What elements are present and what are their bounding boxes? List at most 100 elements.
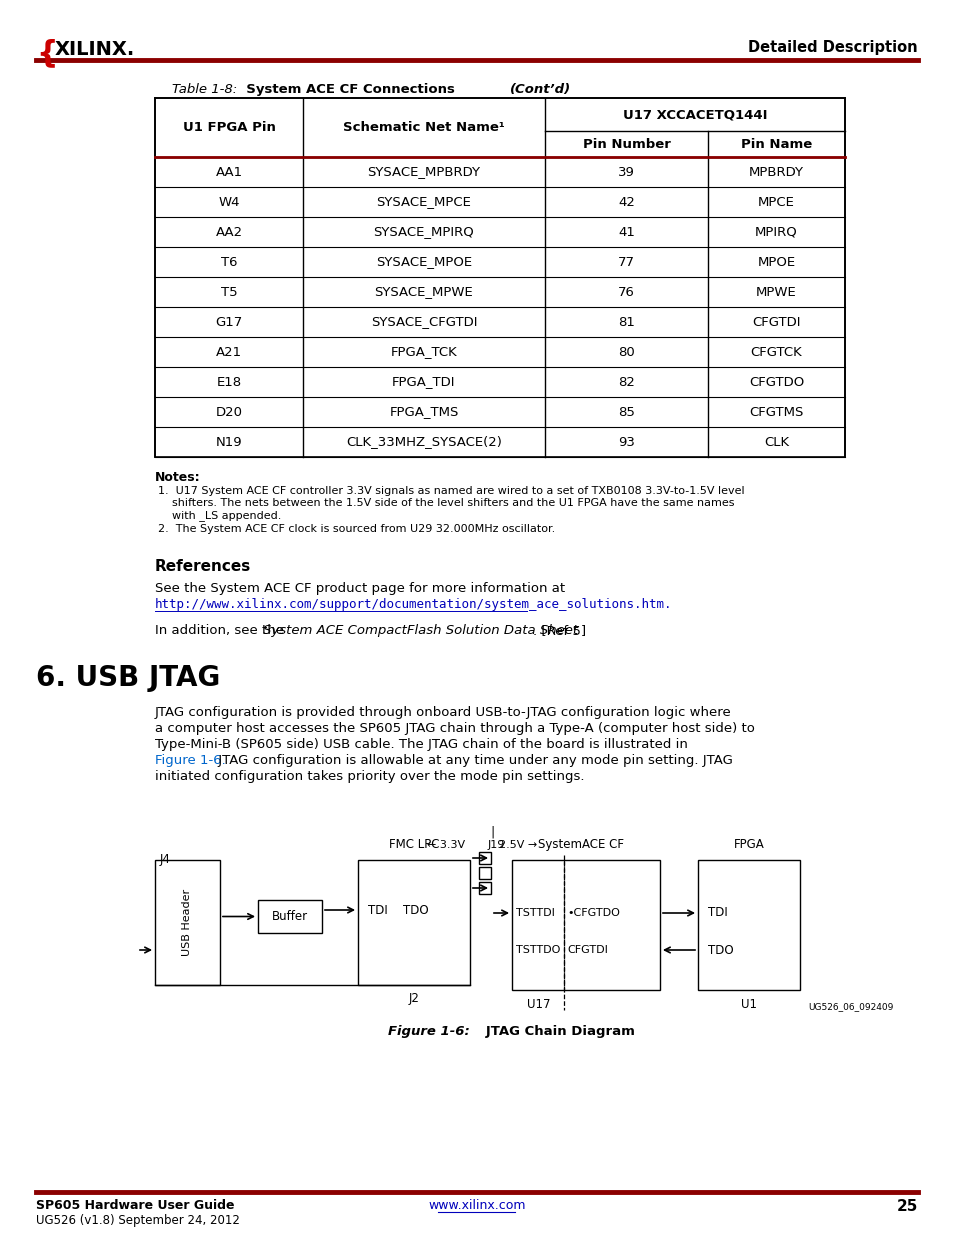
- Text: http://www.xilinx.com/support/documentation/system_ace_solutions.htm.: http://www.xilinx.com/support/documentat…: [154, 598, 672, 611]
- Bar: [478, 882, 491, 894]
- Text: Pin Name: Pin Name: [740, 137, 811, 151]
- Text: 76: 76: [618, 285, 635, 299]
- Text: TSTTDI: TSTTDI: [516, 908, 555, 918]
- Text: FPGA_TCK: FPGA_TCK: [390, 346, 456, 358]
- Text: 41: 41: [618, 226, 635, 238]
- Text: E18: E18: [216, 375, 241, 389]
- Text: U1 FPGA Pin: U1 FPGA Pin: [182, 121, 275, 135]
- Text: J19: J19: [488, 840, 505, 850]
- Text: FPGA_TMS: FPGA_TMS: [389, 405, 458, 419]
- Text: U17: U17: [526, 998, 550, 1011]
- Text: W4: W4: [218, 195, 239, 209]
- Text: . [Ref 5]: . [Ref 5]: [533, 624, 585, 637]
- Bar: [357, 860, 470, 986]
- Text: UG526_06_092409: UG526_06_092409: [807, 1002, 892, 1011]
- Text: FMC LPC: FMC LPC: [388, 839, 438, 851]
- Text: 1.  U17 System ACE CF controller 3.3V signals as named are wired to a set of TXB: 1. U17 System ACE CF controller 3.3V sig…: [158, 487, 744, 496]
- Bar: [512, 860, 659, 990]
- Text: Buffer: Buffer: [272, 910, 308, 923]
- Text: CFGTDI: CFGTDI: [752, 315, 800, 329]
- Text: T5: T5: [220, 285, 237, 299]
- Text: 2.5V →: 2.5V →: [498, 840, 537, 850]
- Text: TDI: TDI: [368, 904, 387, 916]
- Text: 2.  The System ACE CF clock is sourced from U29 32.000MHz oscillator.: 2. The System ACE CF clock is sourced fr…: [158, 524, 555, 534]
- Text: G17: G17: [215, 315, 242, 329]
- Text: T6: T6: [220, 256, 237, 268]
- Text: MPCE: MPCE: [758, 195, 794, 209]
- Text: 93: 93: [618, 436, 635, 448]
- Text: CLK: CLK: [763, 436, 788, 448]
- Text: See the System ACE CF product page for more information at: See the System ACE CF product page for m…: [154, 582, 564, 595]
- Text: MPBRDY: MPBRDY: [748, 165, 803, 179]
- Text: U1: U1: [740, 998, 757, 1011]
- Text: 82: 82: [618, 375, 635, 389]
- Text: Figure 1-6:: Figure 1-6:: [388, 1025, 470, 1037]
- Text: TDO: TDO: [707, 944, 733, 956]
- Text: 77: 77: [618, 256, 635, 268]
- Text: with _LS appended.: with _LS appended.: [172, 510, 281, 521]
- Text: Pin Number: Pin Number: [582, 137, 670, 151]
- Text: shifters. The nets between the 1.5V side of the level shifters and the U1 FPGA h: shifters. The nets between the 1.5V side…: [172, 498, 734, 508]
- Bar: [478, 867, 491, 879]
- Text: TDO: TDO: [402, 904, 428, 916]
- Bar: [154, 860, 220, 986]
- Text: •CFGTDO: •CFGTDO: [566, 908, 619, 918]
- Text: JTAG configuration is provided through onboard USB-to-JTAG configuration logic w: JTAG configuration is provided through o…: [154, 706, 731, 719]
- Text: Notes:: Notes:: [154, 471, 200, 484]
- Text: MPIRQ: MPIRQ: [755, 226, 797, 238]
- Text: A21: A21: [215, 346, 242, 358]
- Text: MPOE: MPOE: [757, 256, 795, 268]
- Text: CFGTMS: CFGTMS: [748, 405, 802, 419]
- Bar: [257, 900, 322, 932]
- Text: XILINX.: XILINX.: [55, 40, 135, 59]
- Text: JTAG configuration is allowable at any time under any mode pin setting. JTAG: JTAG configuration is allowable at any t…: [213, 755, 732, 767]
- Text: AA1: AA1: [215, 165, 242, 179]
- Text: 42: 42: [618, 195, 635, 209]
- Text: |: |: [491, 825, 495, 839]
- Text: JTAG Chain Diagram: JTAG Chain Diagram: [472, 1025, 634, 1037]
- Text: Detailed Description: Detailed Description: [747, 40, 917, 56]
- Text: SYSACE_MPBRDY: SYSACE_MPBRDY: [367, 165, 480, 179]
- Text: USB Header: USB Header: [182, 889, 193, 956]
- Text: (Cont’d): (Cont’d): [510, 83, 571, 96]
- Text: SYSACE_MPWE: SYSACE_MPWE: [375, 285, 473, 299]
- Text: www.xilinx.com: www.xilinx.com: [428, 1199, 525, 1212]
- Text: Figure 1-6.: Figure 1-6.: [154, 755, 226, 767]
- Text: SYSACE_MPCE: SYSACE_MPCE: [376, 195, 471, 209]
- Text: FPGA_TDI: FPGA_TDI: [392, 375, 456, 389]
- Text: References: References: [154, 559, 251, 574]
- Text: ← 3.3V: ← 3.3V: [426, 840, 464, 850]
- Text: CFGTCK: CFGTCK: [750, 346, 801, 358]
- Text: initiated configuration takes priority over the mode pin settings.: initiated configuration takes priority o…: [154, 769, 584, 783]
- Text: SYSACE_MPIRQ: SYSACE_MPIRQ: [374, 226, 474, 238]
- Text: 25: 25: [896, 1199, 917, 1214]
- Text: J4: J4: [160, 853, 171, 866]
- Text: SYSACE_CFGTDI: SYSACE_CFGTDI: [371, 315, 476, 329]
- Text: SP605 Hardware User Guide: SP605 Hardware User Guide: [36, 1199, 234, 1212]
- Text: CFGTDI: CFGTDI: [566, 945, 607, 955]
- Text: MPWE: MPWE: [756, 285, 796, 299]
- Text: In addition, see the: In addition, see the: [154, 624, 288, 637]
- Text: 81: 81: [618, 315, 635, 329]
- Text: N19: N19: [215, 436, 242, 448]
- Text: D20: D20: [215, 405, 242, 419]
- Text: Type-Mini-B (SP605 side) USB cable. The JTAG chain of the board is illustrated i: Type-Mini-B (SP605 side) USB cable. The …: [154, 739, 687, 751]
- Text: Table 1-8:: Table 1-8:: [172, 83, 237, 96]
- Text: U17 XCCACETQ144I: U17 XCCACETQ144I: [622, 107, 766, 121]
- Text: TDI: TDI: [707, 906, 727, 920]
- Text: 80: 80: [618, 346, 634, 358]
- Text: System ACE CF Connections: System ACE CF Connections: [236, 83, 459, 96]
- Text: UG526 (v1.8) September 24, 2012: UG526 (v1.8) September 24, 2012: [36, 1214, 239, 1228]
- Text: 39: 39: [618, 165, 635, 179]
- Text: System⁠ACE CF: System⁠ACE CF: [537, 839, 623, 851]
- Text: a computer host accesses the SP605 JTAG chain through a Type-A (computer host si: a computer host accesses the SP605 JTAG …: [154, 722, 754, 735]
- Text: SYSACE_MPOE: SYSACE_MPOE: [375, 256, 472, 268]
- Text: 85: 85: [618, 405, 635, 419]
- Bar: [478, 852, 491, 864]
- Text: System ACE CompactFlash Solution Data Sheet: System ACE CompactFlash Solution Data Sh…: [263, 624, 578, 637]
- Text: AA2: AA2: [215, 226, 242, 238]
- Text: {: {: [36, 38, 57, 67]
- Text: CFGTDO: CFGTDO: [748, 375, 803, 389]
- Bar: [154, 98, 844, 457]
- Text: FPGA: FPGA: [733, 839, 763, 851]
